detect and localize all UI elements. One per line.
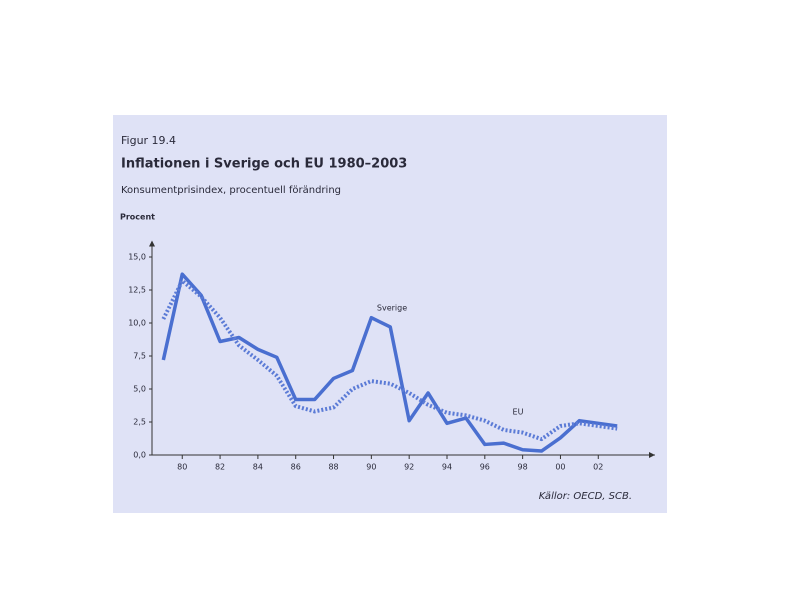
chart-title: Inflationen i Sverige och EU 1980–2003 bbox=[121, 157, 407, 172]
x-tick-label: 98 bbox=[518, 463, 528, 472]
x-tick-label: 82 bbox=[215, 463, 225, 472]
y-tick-label: 15,0 bbox=[128, 253, 146, 262]
y-tick-label: 2,5 bbox=[133, 418, 146, 427]
x-axis-arrow bbox=[649, 452, 655, 458]
y-tick-label: 5,0 bbox=[133, 385, 146, 394]
y-tick-label: 0,0 bbox=[133, 451, 146, 460]
y-axis-label: Procent bbox=[120, 213, 155, 222]
x-tick-label: 90 bbox=[366, 463, 376, 472]
x-tick-label: 88 bbox=[328, 463, 338, 472]
figure-label: Figur 19.4 bbox=[121, 134, 176, 147]
chart-background bbox=[113, 115, 667, 513]
x-tick-label: 92 bbox=[404, 463, 414, 472]
x-tick-label: 96 bbox=[480, 463, 490, 472]
x-tick-label: 00 bbox=[555, 463, 565, 472]
chart-subtitle: Konsumentprisindex, procentuell förändri… bbox=[121, 185, 341, 196]
series-label: EU bbox=[513, 408, 524, 417]
x-tick-label: 84 bbox=[253, 463, 263, 472]
y-axis-arrow bbox=[149, 240, 155, 247]
y-tick-label: 12,5 bbox=[128, 286, 146, 295]
source: Källor: OECD, SCB. bbox=[539, 491, 632, 502]
y-tick-label: 7,5 bbox=[133, 352, 146, 361]
series-label: Sverige bbox=[377, 304, 407, 313]
x-tick-label: 02 bbox=[593, 463, 603, 472]
series-line bbox=[161, 278, 618, 442]
x-tick-label: 94 bbox=[442, 463, 452, 472]
x-tick-label: 86 bbox=[291, 463, 301, 472]
series-line bbox=[161, 272, 618, 453]
y-tick-label: 10,0 bbox=[128, 319, 146, 328]
x-tick-label: 80 bbox=[177, 463, 187, 472]
